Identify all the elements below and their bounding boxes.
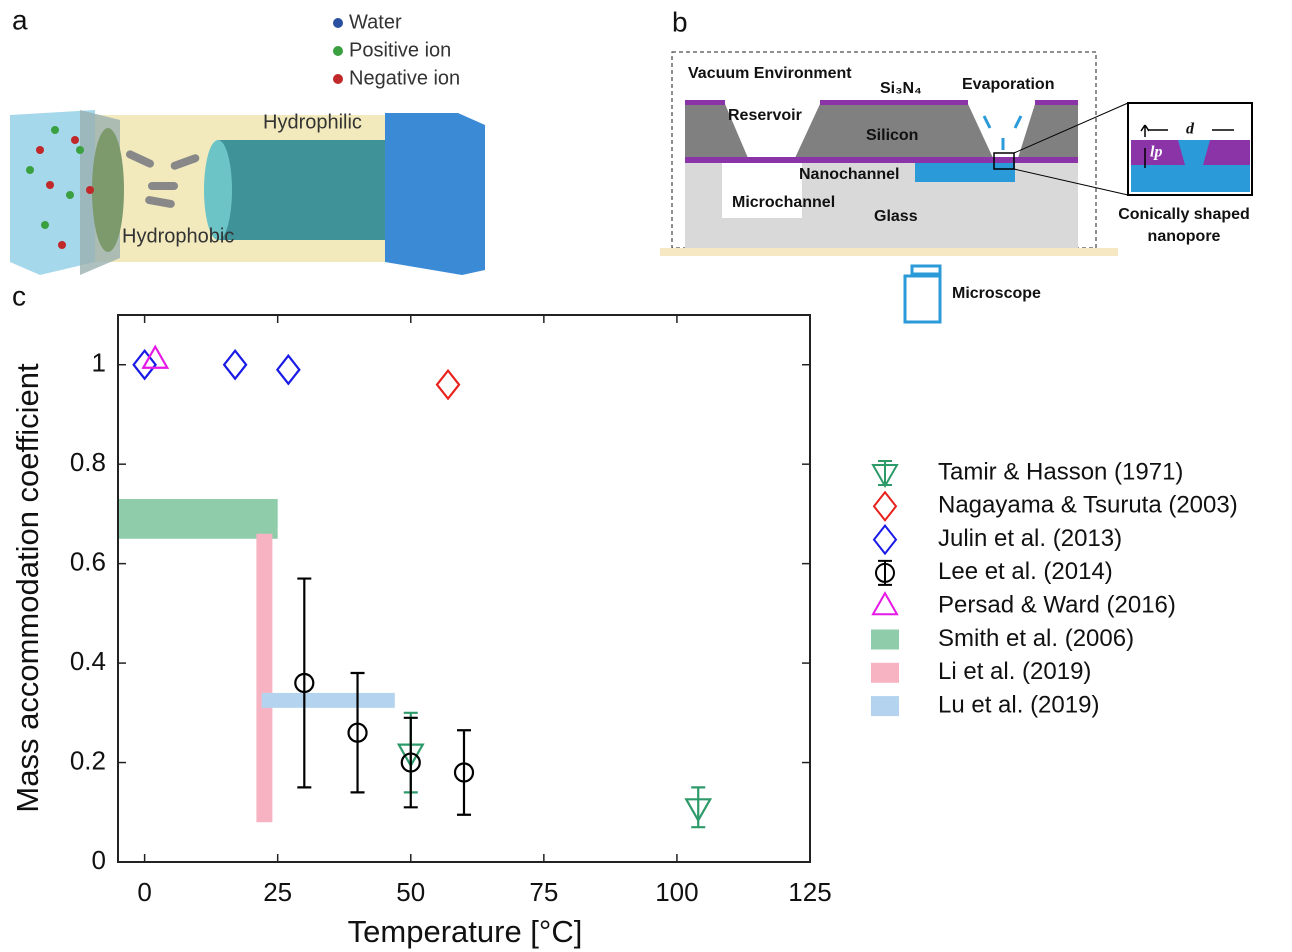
legend-swatch	[871, 629, 899, 650]
x-tick-label: 125	[788, 877, 831, 907]
label: Glass	[874, 208, 918, 225]
chart: Temperature [°C] Mass accommodation coef…	[10, 314, 1238, 949]
label: Vacuum Environment	[688, 65, 852, 82]
nanochannel	[915, 162, 1015, 182]
legend-marker	[871, 591, 899, 616]
legend-swatch	[871, 662, 899, 683]
cylinder-end	[204, 140, 232, 240]
label: Evaporation	[962, 76, 1054, 93]
region-label: Hydrophobic	[122, 225, 234, 247]
legend-marker	[872, 523, 898, 556]
error-bar	[297, 577, 312, 789]
legend-text: Negative ion	[349, 67, 460, 89]
region-label: Hydrophilic	[263, 111, 362, 133]
legend-marker	[874, 562, 896, 583]
error-bar	[350, 671, 365, 794]
error-bar	[403, 716, 418, 809]
legend-text: Li et al. (2019)	[938, 658, 1091, 685]
label: Microchannel	[732, 194, 835, 211]
ions	[26, 126, 84, 229]
silicon	[795, 104, 993, 158]
region	[118, 498, 278, 539]
legend-swatch	[871, 696, 899, 717]
marker	[222, 348, 248, 381]
legend-text: Lu et al. (2019)	[938, 691, 1099, 718]
legend-text: Positive ion	[349, 39, 451, 61]
label: Reservoir	[728, 107, 802, 124]
ions	[36, 136, 94, 249]
reservoir-left	[10, 110, 95, 275]
legend-text: Julin et al. (2013)	[938, 525, 1122, 552]
inset-membrane	[1203, 140, 1250, 165]
y-tick-label: 0.4	[70, 646, 106, 676]
si3n4-layer	[685, 100, 1078, 163]
region	[256, 533, 273, 823]
vacuum-box	[671, 51, 1097, 249]
positive-dot	[333, 46, 343, 56]
dimension-marks	[1140, 124, 1234, 168]
label: Microscope	[952, 285, 1041, 302]
y-tick-label: 0.2	[70, 745, 106, 775]
y-tick-label: 1	[92, 348, 106, 378]
y-tick-label: 0.8	[70, 447, 106, 477]
marker	[132, 348, 158, 381]
pore-entry	[92, 128, 124, 252]
marker	[400, 752, 421, 773]
diagram-a: Water Positive ion Negative ion Hydrophi…	[10, 11, 485, 275]
legend-marker	[872, 490, 898, 522]
label: Nanochannel	[799, 166, 899, 183]
marker	[141, 344, 170, 369]
y-axis-label: Mass accommodation coefficient	[10, 363, 45, 813]
panel-label: a	[12, 4, 28, 35]
legend-text: Tamir & Hasson (1971)	[938, 458, 1183, 485]
silicon	[685, 104, 748, 158]
marker	[275, 353, 301, 386]
error-bar	[457, 729, 471, 816]
label: Conically shaped	[1118, 206, 1250, 223]
y-tick-label: 0.6	[70, 547, 106, 577]
legend-text: Nagayama & Tsuruta (2003)	[938, 492, 1238, 519]
legend-text: Water	[349, 11, 402, 33]
x-tick-label: 75	[529, 877, 558, 907]
x-tick-label: 0	[137, 877, 151, 907]
water-dot	[333, 18, 343, 28]
label: d	[1186, 121, 1195, 138]
silicon	[1018, 104, 1078, 158]
panel-label: b	[672, 6, 688, 37]
marker	[684, 798, 713, 823]
water-molecules	[126, 150, 200, 208]
vapor-arrows	[982, 115, 1023, 150]
microscope-icon	[903, 264, 942, 324]
x-axis-label: Temperature [°C]	[348, 914, 583, 949]
cylinder	[218, 140, 390, 240]
x-tick-label: 100	[655, 877, 698, 907]
label: nanopore	[1148, 228, 1221, 245]
marker	[294, 672, 315, 694]
negative-dot	[333, 74, 343, 84]
region	[261, 692, 395, 708]
stage	[660, 248, 1118, 256]
legend-text: Lee et al. (2014)	[938, 558, 1113, 585]
y-tick-label: 0	[92, 845, 106, 875]
x-tick-label: 25	[263, 877, 292, 907]
legend-text: Persad & Ward (2016)	[938, 592, 1176, 619]
x-tick-label: 50	[396, 877, 425, 907]
label: lp	[1150, 144, 1162, 161]
microchannel-cut	[722, 160, 802, 218]
marker	[453, 762, 475, 783]
axes-frame	[117, 314, 811, 863]
marker	[435, 368, 461, 401]
diagram-b: Vacuum Environment Si₃N₄ Evaporation Res…	[660, 51, 1253, 324]
label: Silicon	[866, 127, 918, 144]
legend-text: Smith et al. (2006)	[938, 625, 1134, 652]
marker	[347, 722, 368, 743]
legend-marker	[871, 464, 899, 489]
reservoir-right	[385, 113, 485, 275]
zoom-lines	[1013, 102, 1129, 196]
label: Si₃N₄	[880, 80, 922, 97]
zoom-box	[993, 152, 1015, 170]
panel-label: c	[12, 280, 26, 311]
